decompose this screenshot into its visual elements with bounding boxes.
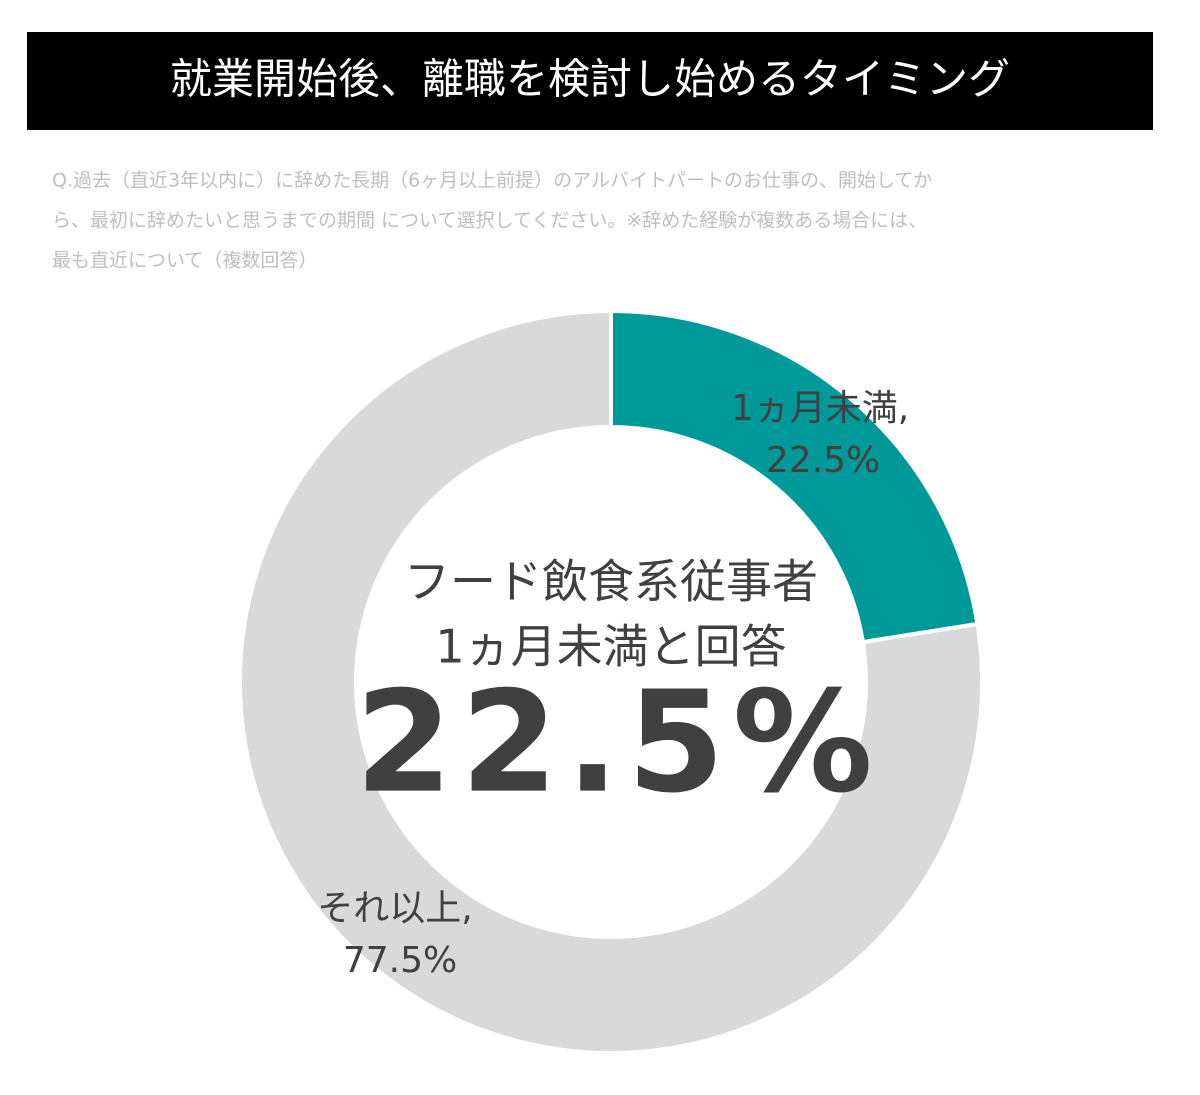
center-value: 22.5% xyxy=(355,662,881,825)
donut-slice xyxy=(238,308,984,1055)
value-label: 22.5% xyxy=(766,440,880,481)
slice-label: 1ヵ月未満, xyxy=(731,388,909,429)
donut-slice xyxy=(609,308,980,645)
center-text: 1ヵ月未満と回答 xyxy=(435,620,786,674)
chart-title: 就業開始後、離職を検討し始めるタイミング xyxy=(170,55,1010,104)
value-label: 77.5% xyxy=(343,940,457,981)
slice-label: それ以上, xyxy=(317,888,472,929)
center-text: フード飲食系従事者 xyxy=(404,555,818,609)
subtitle: ら、最初に辞めたいと思うまでの期間 について選択してください。※辞めた経験が複数… xyxy=(52,210,927,232)
subtitle: Q.過去（直近3年以内に）に辞めた長期（6ヶ月以上前提）のアルバイトパートのお仕… xyxy=(52,170,932,192)
title-bar xyxy=(27,32,1153,130)
subtitle: 最も直近について（複数回答） xyxy=(52,250,317,272)
